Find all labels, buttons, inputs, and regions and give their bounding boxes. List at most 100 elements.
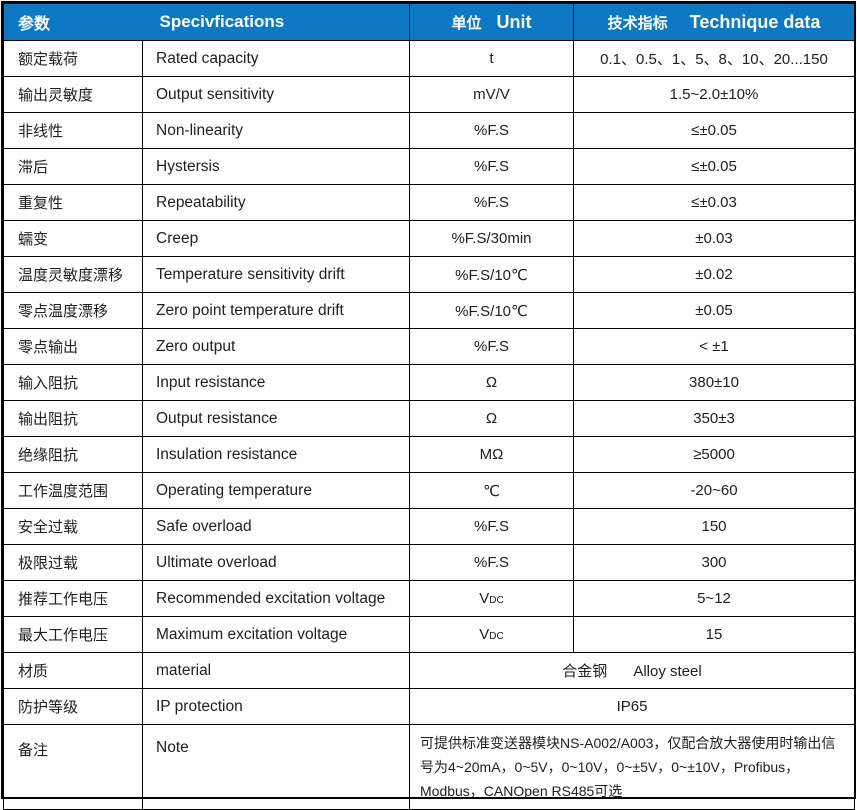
value-cell: ≥5000 — [573, 436, 855, 473]
unit-cell: %F.S — [409, 112, 574, 149]
row-output-sensitivity: 输出灵敏度 Output sensitivity mV/V 1.5~2.0±10… — [3, 76, 855, 113]
value-cell: -20~60 — [573, 472, 855, 509]
table-header: 参数 Specivfications 单位 Unit 技术指标 Techniqu… — [3, 3, 855, 41]
param-zh-cell: 温度灵敏度漂移 — [3, 256, 143, 293]
value-cell: 380±10 — [573, 364, 855, 401]
param-zh-cell: 材质 — [3, 652, 143, 689]
param-zh-cell: 安全过载 — [3, 508, 143, 545]
param-en-cell: Safe overload — [142, 508, 410, 545]
param-en-cell: Note — [142, 724, 410, 810]
header-specifications: Specivfications — [142, 3, 410, 41]
param-en-cell: Operating temperature — [142, 472, 410, 509]
row-repeatability: 重复性 Repeatability %F.S ≤±0.03 — [3, 184, 855, 221]
value-cell: ≤±0.05 — [573, 148, 855, 185]
row-hysteresis: 滞后 Hystersis %F.S ≤±0.05 — [3, 148, 855, 185]
unit-cell: %F.S/10℃ — [409, 292, 574, 329]
unit-cell: %F.S — [409, 148, 574, 185]
note-value-cell: 可提供标准变送器模块NS-A002/A003，仅配合放大器使用时输出信号为4~2… — [409, 724, 855, 810]
param-en-cell: material — [142, 652, 410, 689]
table-body: 额定载荷 Rated capacity t 0.1、0.5、1、5、8、10、2… — [3, 40, 855, 810]
param-en-cell: Temperature sensitivity drift — [142, 256, 410, 293]
row-insulation-resistance: 绝缘阻抗 Insulation resistance MΩ ≥5000 — [3, 436, 855, 473]
row-ip-protection: 防护等级 IP protection IP65 — [3, 688, 855, 725]
unit-cell: %F.S — [409, 544, 574, 581]
param-zh-cell: 最大工作电压 — [3, 616, 143, 653]
value-cell: 150 — [573, 508, 855, 545]
value-cell: ±0.02 — [573, 256, 855, 293]
param-zh-cell: 绝缘阻抗 — [3, 436, 143, 473]
param-en-cell: Creep — [142, 220, 410, 257]
param-en-cell: Rated capacity — [142, 40, 410, 77]
param-zh-cell: 额定载荷 — [3, 40, 143, 77]
row-zero-output: 零点输出 Zero output %F.S < ±1 — [3, 328, 855, 365]
value-cell: ≤±0.05 — [573, 112, 855, 149]
param-en-cell: Zero point temperature drift — [142, 292, 410, 329]
param-zh-cell: 输入阻抗 — [3, 364, 143, 401]
value-cell: ≤±0.03 — [573, 184, 855, 221]
unit-cell: %F.S — [409, 328, 574, 365]
row-non-linearity: 非线性 Non-linearity %F.S ≤±0.05 — [3, 112, 855, 149]
unit-cell: mV/V — [409, 76, 574, 113]
param-en-cell: Non-linearity — [142, 112, 410, 149]
unit-cell: VDC — [409, 580, 574, 617]
unit-cell: %F.S/10℃ — [409, 256, 574, 293]
param-zh-cell: 推荐工作电压 — [3, 580, 143, 617]
row-safe-overload: 安全过载 Safe overload %F.S 150 — [3, 508, 855, 545]
row-zero-point-temperature-drift: 零点温度漂移 Zero point temperature drift %F.S… — [3, 292, 855, 329]
row-rated-capacity: 额定载荷 Rated capacity t 0.1、0.5、1、5、8、10、2… — [3, 40, 855, 77]
material-value-en: Alloy steel — [633, 663, 702, 680]
row-material: 材质 material 合金钢 Alloy steel — [3, 652, 855, 689]
param-en-cell: Output resistance — [142, 400, 410, 437]
header-technique-data: 技术指标 Technique data — [573, 3, 855, 41]
unit-cell: %F.S — [409, 508, 574, 545]
unit-cell: VDC — [409, 616, 574, 653]
param-en-cell: Ultimate overload — [142, 544, 410, 581]
param-en-cell: Hystersis — [142, 148, 410, 185]
value-cell: ±0.03 — [573, 220, 855, 257]
unit-cell: t — [409, 40, 574, 77]
param-zh-cell: 工作温度范围 — [3, 472, 143, 509]
value-cell: 5~12 — [573, 580, 855, 617]
param-zh-cell: 零点温度漂移 — [3, 292, 143, 329]
param-en-cell: Recommended excitation voltage — [142, 580, 410, 617]
header-unit: 单位 Unit — [409, 3, 574, 41]
value-cell: 300 — [573, 544, 855, 581]
value-cell: ±0.05 — [573, 292, 855, 329]
param-zh-cell: 备注 — [3, 724, 143, 810]
row-input-resistance: 输入阻抗 Input resistance Ω 380±10 — [3, 364, 855, 401]
param-zh-cell: 防护等级 — [3, 688, 143, 725]
specifications-table: 参数 Specivfications 单位 Unit 技术指标 Techniqu… — [3, 3, 855, 810]
row-creep: 蠕变 Creep %F.S/30min ±0.03 — [3, 220, 855, 257]
value-cell: 15 — [573, 616, 855, 653]
value-cell: 1.5~2.0±10% — [573, 76, 855, 113]
param-en-cell: Maximum excitation voltage — [142, 616, 410, 653]
row-operating-temperature: 工作温度范围 Operating temperature ℃ -20~60 — [3, 472, 855, 509]
header-param: 参数 — [3, 3, 143, 41]
param-zh-cell: 输出阻抗 — [3, 400, 143, 437]
value-cell: 0.1、0.5、1、5、8、10、20...150 — [573, 40, 855, 77]
param-en-cell: IP protection — [142, 688, 410, 725]
header-row: 参数 Specivfications 单位 Unit 技术指标 Techniqu… — [3, 3, 855, 41]
unit-cell: %F.S — [409, 184, 574, 221]
header-unit-zh: 单位 — [451, 14, 482, 32]
param-en-cell: Repeatability — [142, 184, 410, 221]
header-data-zh: 技术指标 — [607, 14, 668, 32]
param-en-cell: Output sensitivity — [142, 76, 410, 113]
param-en-cell: Insulation resistance — [142, 436, 410, 473]
header-unit-en: Unit — [496, 11, 532, 32]
param-zh-cell: 非线性 — [3, 112, 143, 149]
material-value-cell: 合金钢 Alloy steel — [409, 652, 855, 689]
unit-cell: ℃ — [409, 472, 574, 509]
param-zh-cell: 滞后 — [3, 148, 143, 185]
unit-cell: Ω — [409, 400, 574, 437]
row-maximum-excitation-voltage: 最大工作电压 Maximum excitation voltage VDC 15 — [3, 616, 855, 653]
row-output-resistance: 输出阻抗 Output resistance Ω 350±3 — [3, 400, 855, 437]
param-zh-cell: 蠕变 — [3, 220, 143, 257]
param-zh-cell: 重复性 — [3, 184, 143, 221]
param-zh-cell: 零点输出 — [3, 328, 143, 365]
row-note: 备注 Note 可提供标准变送器模块NS-A002/A003，仅配合放大器使用时… — [3, 724, 855, 810]
param-en-cell: Input resistance — [142, 364, 410, 401]
param-en-cell: Zero output — [142, 328, 410, 365]
row-recommended-excitation-voltage: 推荐工作电压 Recommended excitation voltage VD… — [3, 580, 855, 617]
